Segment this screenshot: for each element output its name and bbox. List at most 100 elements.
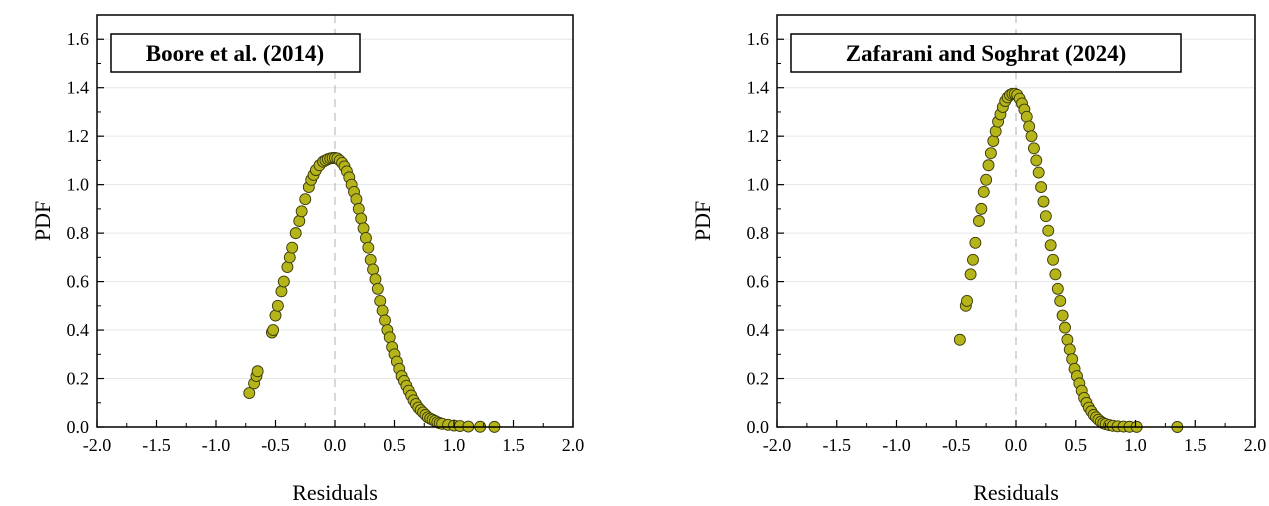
data-point — [269, 309, 282, 322]
data-point — [980, 173, 993, 186]
data-point — [967, 253, 979, 266]
data-point — [1059, 321, 1071, 334]
y-tick-label: 1.2 — [67, 126, 90, 146]
data-point — [1042, 224, 1055, 237]
chart-title-box — [790, 33, 1182, 73]
data-point — [1027, 142, 1040, 155]
data-point — [1025, 130, 1038, 143]
data-point — [1030, 154, 1043, 167]
data-point — [1047, 253, 1059, 266]
data-point — [364, 253, 377, 266]
data-point — [374, 295, 387, 307]
data-points — [953, 87, 1184, 433]
y-tick-label: 0.0 — [67, 417, 90, 437]
data-point — [275, 285, 288, 298]
x-tick-label: -0.5 — [942, 435, 971, 455]
data-point — [379, 314, 391, 327]
y-axis-ticks: 0.0 0.2 0.4 0.6 0.8 1.0 1.2 1.4 1.6 — [747, 29, 784, 437]
data-point — [961, 295, 973, 307]
data-point — [286, 241, 299, 254]
y-axis-ticks: 0.0 0.2 0.4 0.6 0.8 1.0 1.2 1.4 1.6 — [67, 29, 104, 437]
chart-title-box — [110, 33, 361, 73]
data-point — [977, 185, 990, 198]
data-point — [1032, 166, 1045, 179]
y-tick-label: 0.6 — [67, 272, 90, 292]
x-axis-ticks: -2.0 -1.5 -1.0 -0.5 0.0 0.5 1.0 1.5 2.0 — [763, 420, 1267, 455]
x-tick-label: 1.0 — [1124, 435, 1147, 455]
data-point — [1061, 333, 1074, 346]
data-point — [987, 135, 1000, 147]
y-axis-label: PDF — [30, 201, 55, 241]
y-tick-label: 1.0 — [67, 175, 90, 195]
x-tick-label: 1.0 — [443, 435, 466, 455]
data-point — [1049, 268, 1062, 281]
y-tick-label: 0.8 — [747, 223, 770, 243]
y-tick-label: 1.6 — [67, 29, 90, 49]
data-point — [271, 299, 284, 312]
data-point — [299, 193, 312, 206]
data-point — [355, 212, 368, 225]
x-tick-label: -2.0 — [83, 435, 112, 455]
y-tick-label: 1.0 — [747, 175, 770, 195]
data-point — [1039, 210, 1052, 223]
y-tick-label: 1.6 — [747, 29, 770, 49]
data-point — [251, 365, 264, 378]
x-axis-label: Residuals — [973, 480, 1059, 505]
chart-panel-boore: 0.0 0.2 0.4 0.6 0.8 1.0 1.2 1.4 1.6 -2.0 -1.5 -1.0… — [30, 14, 585, 505]
data-point — [357, 222, 370, 235]
x-tick-label: 1.5 — [502, 435, 525, 455]
x-tick-label: -1.5 — [142, 435, 171, 455]
data-point — [362, 241, 375, 254]
data-point — [1020, 110, 1033, 123]
x-tick-label: 0.0 — [324, 435, 347, 455]
data-points — [243, 152, 501, 433]
data-point — [1066, 353, 1079, 366]
data-point — [267, 324, 280, 337]
y-tick-label: 0.6 — [747, 272, 770, 292]
x-tick-label: 2.0 — [1244, 435, 1267, 455]
data-point — [975, 202, 988, 215]
data-point — [953, 333, 966, 346]
data-point — [1023, 120, 1036, 133]
x-tick-label: -1.0 — [202, 435, 231, 455]
data-point — [964, 268, 977, 281]
y-tick-label: 1.2 — [747, 126, 770, 146]
x-tick-label: 2.0 — [562, 435, 585, 455]
x-tick-label: 1.5 — [1184, 435, 1207, 455]
x-tick-label: -1.5 — [823, 435, 852, 455]
x-tick-label: -0.5 — [261, 435, 290, 455]
x-tick-label: 0.5 — [1065, 435, 1088, 455]
y-tick-label: 0.8 — [67, 223, 90, 243]
data-point — [243, 387, 256, 400]
data-point — [277, 275, 290, 288]
x-tick-label: -2.0 — [763, 435, 792, 455]
y-tick-label: 0.4 — [67, 320, 90, 340]
data-point — [1063, 343, 1076, 356]
data-point — [293, 215, 306, 227]
data-point — [369, 273, 382, 286]
data-point — [982, 159, 995, 172]
y-axis-label: PDF — [690, 201, 715, 241]
data-point — [984, 147, 997, 160]
y-tick-label: 1.4 — [747, 78, 770, 98]
y-tick-label: 0.2 — [67, 369, 90, 389]
data-point — [289, 227, 302, 240]
data-point — [1044, 239, 1057, 252]
x-tick-label: 0.0 — [1005, 435, 1028, 455]
chart-title: Zafarani and Soghrat (2024) — [846, 41, 1127, 66]
y-tick-label: 0.2 — [747, 369, 770, 389]
data-point — [376, 304, 389, 317]
data-point — [350, 193, 363, 206]
data-point — [1051, 282, 1064, 295]
data-point — [383, 331, 396, 344]
data-point — [973, 215, 985, 227]
x-tick-label: -1.0 — [882, 435, 911, 455]
data-point — [1037, 195, 1050, 208]
chart-title: Boore et al. (2014) — [146, 41, 324, 66]
y-tick-label: 0.0 — [747, 417, 770, 437]
x-tick-label: 0.5 — [383, 435, 406, 455]
data-point — [367, 263, 380, 276]
data-point — [1054, 295, 1067, 307]
data-point — [989, 125, 1002, 138]
